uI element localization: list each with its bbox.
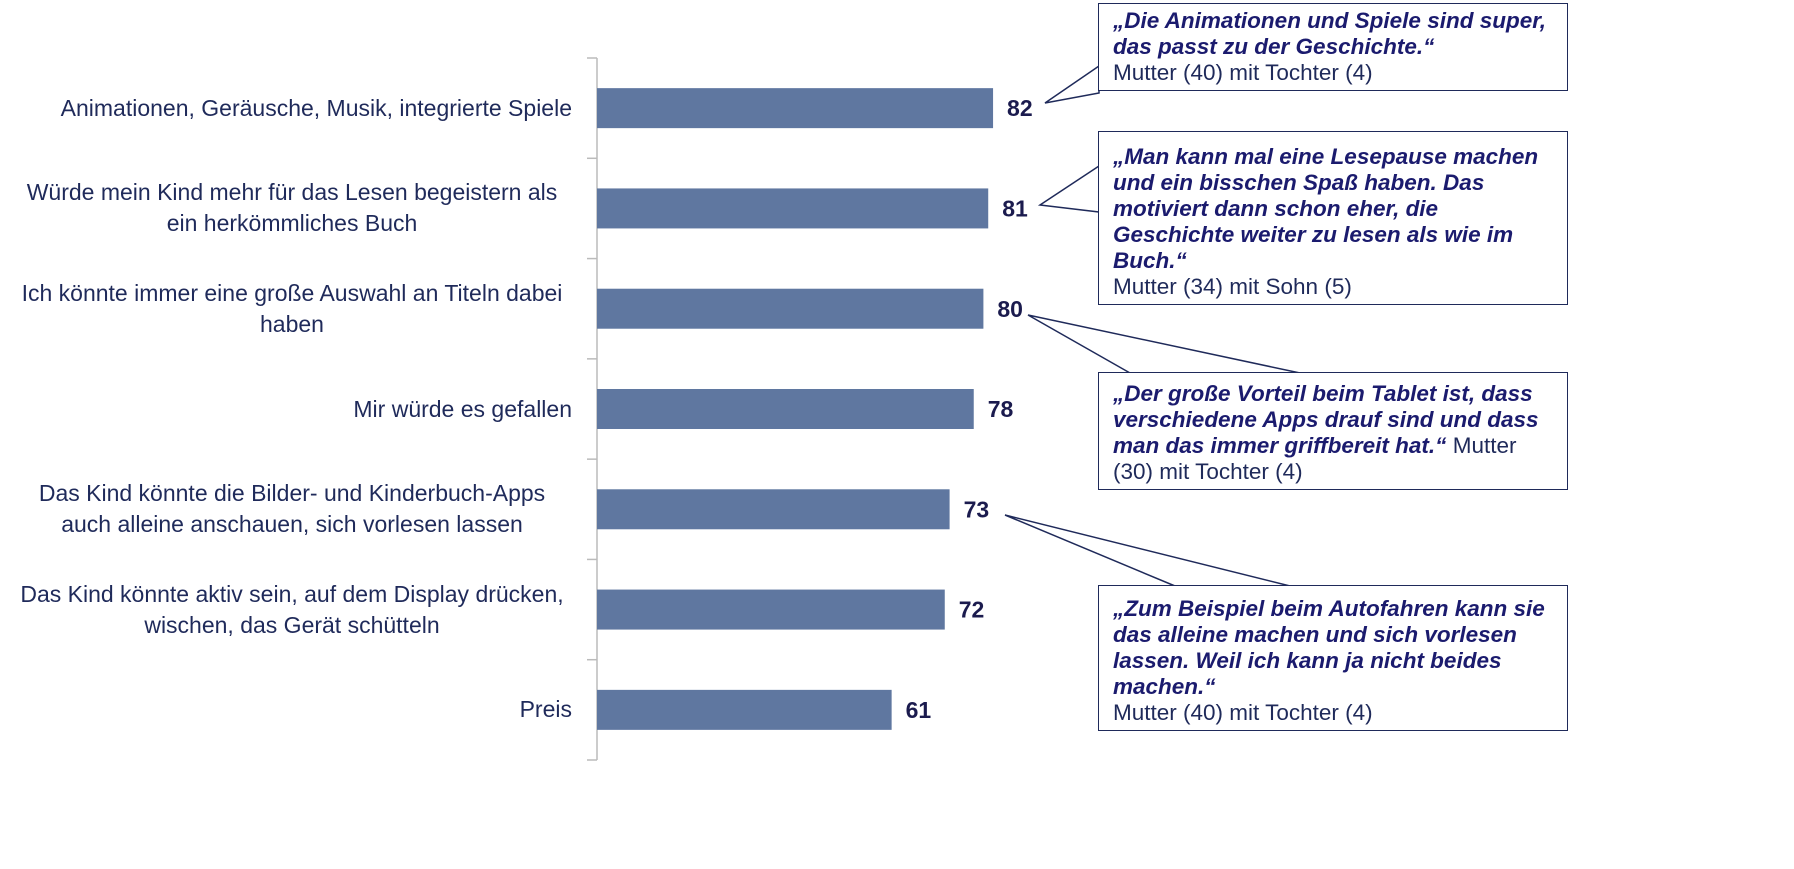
bar [597,88,994,129]
quote: „Die Animationen und Spiele sind super, … [1113,8,1546,59]
category-label: Ich könnte immer eine große Auswahl an T… [21,279,563,337]
value-label: 72 [959,597,985,623]
pointer [1037,164,1100,213]
value-label: 61 [906,697,932,723]
category-label: Würde mein Kind mehr für das Lesen begei… [26,179,558,237]
category-label-box: Mir würde es gefallen [0,364,572,454]
value-label: 73 [964,496,990,522]
bar [597,689,892,730]
bar [597,288,984,329]
bar [597,589,945,630]
category-label: Das Kind könnte aktiv sein, auf dem Disp… [20,580,564,638]
value-label: 78 [988,396,1014,422]
bar [597,489,950,530]
callout-pointers [1004,64,1301,587]
category-label-box: Das Kind könnte die Bilder- und Kinderbu… [0,464,572,554]
bar [597,188,989,229]
category-label-box: Das Kind könnte aktiv sein, auf dem Disp… [0,565,572,655]
source: Mutter (34) mit Sohn (5) [1113,274,1352,299]
quote: „Zum Beispiel beim Autofahren kann sie d… [1113,596,1545,699]
category-label-box: Preis [0,665,572,755]
quote: „Man kann mal eine Lesepause machen und … [1113,144,1539,273]
plot: 82 81 80 78 73 72 61 [587,57,1033,761]
category-label: Mir würde es gefallen [353,395,572,422]
pointer [1027,314,1301,374]
callout: „Man kann mal eine Lesepause machen und … [1098,131,1568,305]
bar [597,389,974,429]
pointer [1004,514,1291,587]
category-label-box: Würde mein Kind mehr für das Lesen begei… [0,163,572,253]
source: Mutter (40) mit Tochter (4) [1113,60,1373,85]
value-label: 80 [997,296,1023,322]
source: Mutter (40) mit Tochter (4) [1113,700,1373,725]
callout: „Die Animationen und Spiele sind super, … [1098,3,1568,91]
category-label: Das Kind könnte die Bilder- und Kinderbu… [38,480,546,538]
callout: „Der große Vorteil beim Tablet ist, dass… [1098,372,1568,490]
quote: „Der große Vorteil beim Tablet ist, dass… [1113,381,1539,458]
pointer [1044,64,1100,104]
value-label: 81 [1002,196,1028,222]
callout: „Zum Beispiel beim Autofahren kann sie d… [1098,585,1568,731]
category-label-box: Ich könnte immer eine große Auswahl an T… [0,264,572,354]
category-label: Animationen, Geräusche, Musik, integrier… [60,94,572,121]
value-label: 82 [1007,95,1033,121]
category-label: Preis [519,696,572,723]
category-label-box: Animationen, Geräusche, Musik, integrier… [0,63,572,153]
source: Mutter (30) mit Tochter (4) [1113,433,1517,484]
